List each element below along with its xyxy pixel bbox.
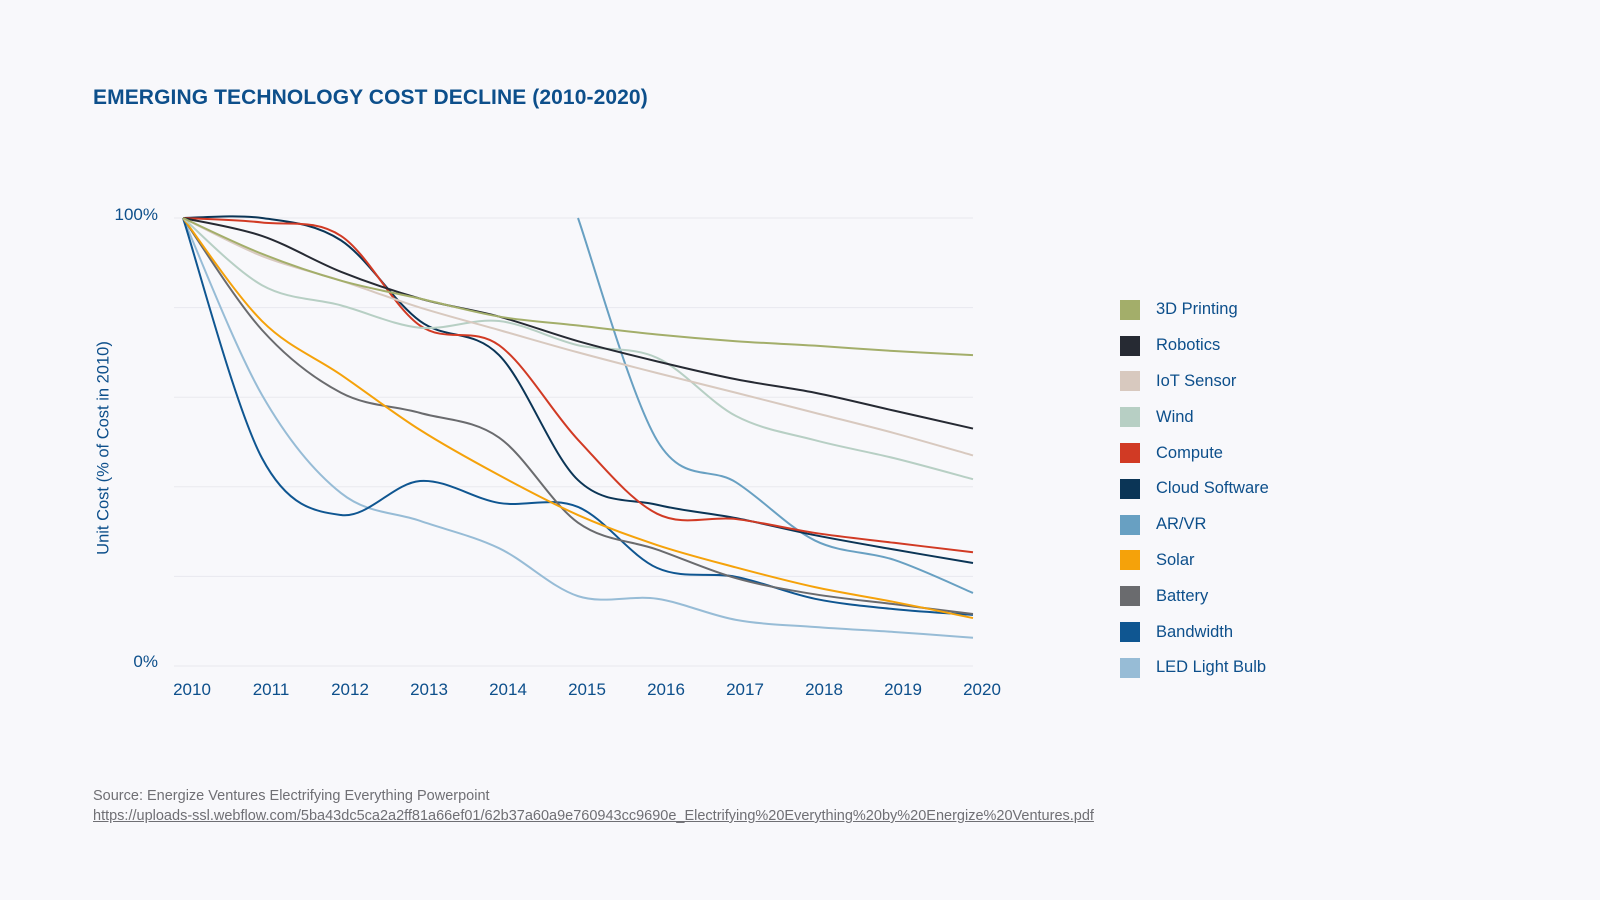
series-line-cloud-software (182, 215, 974, 564)
x-tick-label-2017: 2017 (726, 680, 764, 699)
legend-swatch-ar-vr (1120, 514, 1140, 535)
x-tick-label-2020: 2020 (963, 680, 1001, 699)
y-axis-title: Unit Cost (% of Cost in 2010) (94, 341, 113, 555)
x-tick-label-2018: 2018 (805, 680, 843, 699)
x-tick-label-2016: 2016 (647, 680, 685, 699)
x-tick-label-2019: 2019 (884, 680, 922, 699)
chart-title: EMERGING TECHNOLOGY COST DECLINE (2010-2… (93, 86, 648, 109)
series-line-bandwidth (182, 217, 974, 616)
legend-item-bandwidth: Bandwidth (1120, 614, 1269, 650)
x-tick-label-2013: 2013 (410, 680, 448, 699)
legend-label-robotics: Robotics (1156, 336, 1221, 355)
legend-label-battery: Battery (1156, 586, 1209, 605)
y-tick-label-0: 0% (133, 652, 158, 671)
source-text: Source: Energize Ventures Electrifying E… (93, 788, 490, 804)
series-line-3d-printing (182, 217, 974, 357)
legend-item-ar-vr: AR/VR (1120, 507, 1269, 543)
legend-label-ar-vr: AR/VR (1156, 515, 1207, 534)
legend-swatch-wind (1120, 407, 1140, 428)
series-line-wind (182, 217, 974, 481)
legend-swatch-compute (1120, 443, 1140, 464)
legend-label-bandwidth: Bandwidth (1156, 622, 1234, 641)
legend-item-cloud-software: Cloud Software (1120, 471, 1269, 507)
x-tick-label-2014: 2014 (489, 680, 527, 699)
legend-label-3d-printing: 3D Printing (1156, 300, 1238, 319)
legend-item-3d-printing: 3D Printing (1120, 292, 1269, 328)
y-tick-label-100: 100% (114, 205, 158, 224)
series-line-ar-vr (577, 217, 974, 594)
legend-label-cloud-software: Cloud Software (1156, 479, 1269, 498)
legend-item-solar: Solar (1120, 543, 1269, 579)
series-line-solar (182, 217, 974, 620)
legend-swatch-bandwidth (1120, 622, 1140, 643)
series-lines (182, 215, 974, 639)
legend-swatch-iot-sensor (1120, 371, 1140, 392)
x-tick-label-2011: 2011 (252, 680, 290, 699)
legend-item-robotics: Robotics (1120, 328, 1269, 364)
legend: 3D Printing Robotics IoT Sensor Wind Compute… (1120, 292, 1269, 686)
source-link[interactable]: https://uploads-ssl.webflow.com/5ba43dc5… (93, 808, 1094, 824)
series-line-compute (182, 217, 974, 554)
series-line-robotics (182, 217, 974, 430)
legend-swatch-solar (1120, 550, 1140, 571)
x-tick-label-2012: 2012 (331, 680, 369, 699)
legend-item-led-light-bulb: LED Light Bulb (1120, 650, 1269, 686)
legend-swatch-led-light-bulb (1120, 657, 1140, 678)
series-line-led-light-bulb (182, 217, 974, 639)
legend-label-compute: Compute (1156, 443, 1223, 462)
series-line-battery (182, 217, 974, 616)
x-tick-label-2015: 2015 (568, 680, 606, 699)
legend-label-solar: Solar (1156, 550, 1195, 569)
legend-swatch-robotics (1120, 335, 1140, 356)
legend-label-wind: Wind (1156, 407, 1194, 426)
legend-label-led-light-bulb: LED Light Bulb (1156, 658, 1267, 677)
legend-item-battery: Battery (1120, 578, 1269, 614)
legend-swatch-battery (1120, 586, 1140, 607)
legend-item-iot-sensor: IoT Sensor (1120, 364, 1269, 400)
legend-swatch-cloud-software (1120, 478, 1140, 499)
x-tick-label-2010: 2010 (173, 680, 211, 699)
legend-item-compute: Compute (1120, 435, 1269, 471)
legend-item-wind: Wind (1120, 399, 1269, 435)
legend-label-iot-sensor: IoT Sensor (1156, 371, 1237, 390)
source-note: Source: Energize Ventures Electrifying E… (93, 786, 1094, 826)
legend-swatch-3d-printing (1120, 299, 1140, 320)
